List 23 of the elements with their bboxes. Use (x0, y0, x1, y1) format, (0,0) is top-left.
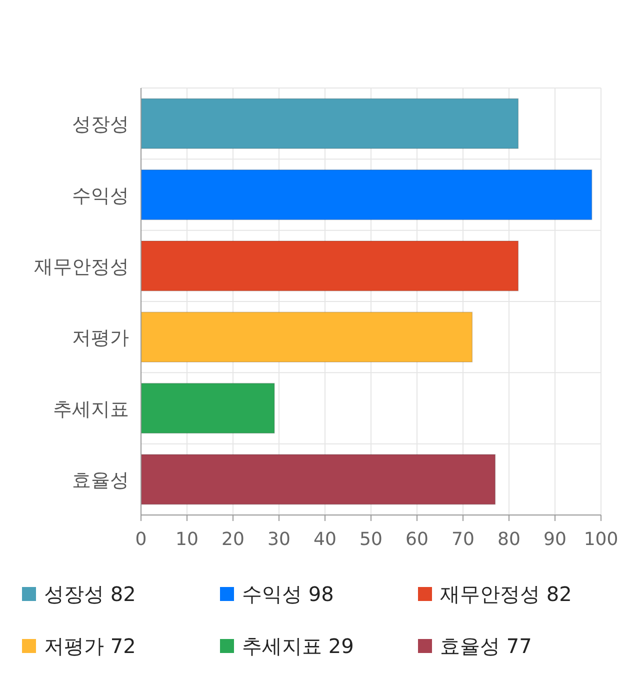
x-tick-label: 90 (544, 529, 566, 550)
x-tick-label: 70 (452, 529, 474, 550)
legend-label: 효율성 77 (440, 634, 532, 658)
x-tick-label: 80 (498, 529, 520, 550)
legend-label: 저평가 72 (44, 634, 136, 658)
y-tick-label: 추세지표 (53, 398, 129, 420)
x-tick-label: 60 (406, 529, 428, 550)
x-tick-label: 100 (584, 529, 618, 550)
x-tick-label: 0 (135, 529, 147, 550)
x-tick-label: 40 (314, 529, 336, 550)
legend-label: 수익성 98 (242, 582, 334, 606)
x-tick-label: 30 (268, 529, 290, 550)
legend-label: 추세지표 29 (242, 634, 354, 658)
x-tick-label: 50 (360, 529, 382, 550)
y-tick-label: 효율성 (72, 469, 129, 492)
y-tick-label: 저평가 (72, 327, 129, 350)
y-tick-label: 수익성 (72, 184, 129, 207)
legend-label: 재무안정성 82 (440, 582, 572, 606)
x-tick-label: 10 (176, 529, 198, 550)
y-tick-label: 성장성 (72, 114, 129, 136)
legend-label: 성장성 82 (44, 582, 136, 606)
y-tick-label: 재무안정성 (34, 256, 129, 278)
x-tick-label: 20 (222, 529, 244, 550)
